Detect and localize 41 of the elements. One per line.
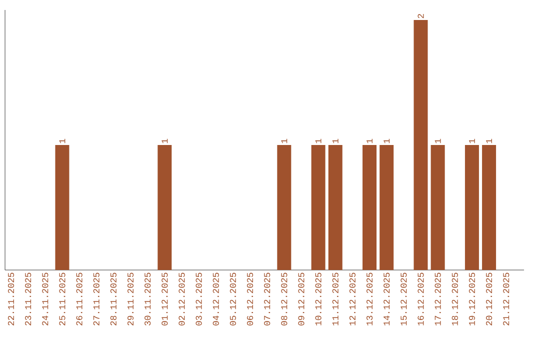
x-tick-label: 14.12.2025	[384, 272, 390, 326]
x-tick-label: 10.12.2025	[315, 272, 322, 326]
x-tick-label: 12.12.2025	[349, 272, 356, 326]
x-tick-label: 26.11.2025	[76, 272, 82, 326]
data-label: 1	[366, 138, 372, 144]
x-tick-label: 29.11.2025	[127, 272, 134, 326]
data-label: 1	[315, 138, 322, 144]
x-tick-label: 20.12.2025	[486, 272, 492, 326]
x-tick-label: 05.12.2025	[230, 272, 236, 326]
x-tick-label: 17.12.2025	[434, 272, 441, 326]
x-tick-label: 27.11.2025	[93, 272, 100, 326]
x-tick-label: 16.12.2025	[418, 272, 424, 326]
x-tick-label: 23.11.2025	[25, 272, 32, 326]
x-tick-label: 04.12.2025	[212, 272, 219, 326]
x-tick-label: 06.12.2025	[246, 272, 254, 326]
data-label: 2	[418, 14, 424, 18]
x-tick-label: 25.11.2025	[59, 272, 66, 326]
x-tick-label: 22.11.2025	[8, 272, 14, 326]
x-tick-label: 09.12.2025	[298, 272, 304, 326]
x-tick-label: 03.12.2025	[196, 272, 202, 326]
x-tick-label: 01.12.2025	[162, 272, 168, 326]
x-tick-label: 11.12.2025	[332, 272, 338, 326]
data-label: 1	[59, 138, 66, 144]
x-tick-label: 19.12.2025	[468, 272, 476, 326]
x-tick-label: 08.12.2025	[281, 272, 288, 326]
data-label: 1	[469, 138, 475, 144]
data-label: 1	[486, 138, 492, 144]
data-label: 1	[434, 138, 441, 144]
x-tick-label: 15.12.2025	[400, 272, 407, 326]
x-tick-label: 28.11.2025	[110, 272, 116, 326]
x-tick-label: 21.12.2025	[503, 272, 510, 326]
data-label: 1	[281, 138, 288, 144]
x-tick-label: 02.12.2025	[178, 272, 185, 326]
x-tick-label: 24.11.2025	[42, 272, 48, 326]
x-tick-label: 30.11.2025	[144, 272, 151, 326]
data-label: 1	[162, 138, 168, 144]
x-tick-label: 07.12.2025	[264, 272, 270, 326]
x-tick-label: 18.12.2025	[452, 272, 458, 326]
x-tick-label: 13.12.2025	[366, 272, 373, 326]
data-label: 1	[384, 138, 390, 144]
data-label: 1	[332, 138, 338, 144]
